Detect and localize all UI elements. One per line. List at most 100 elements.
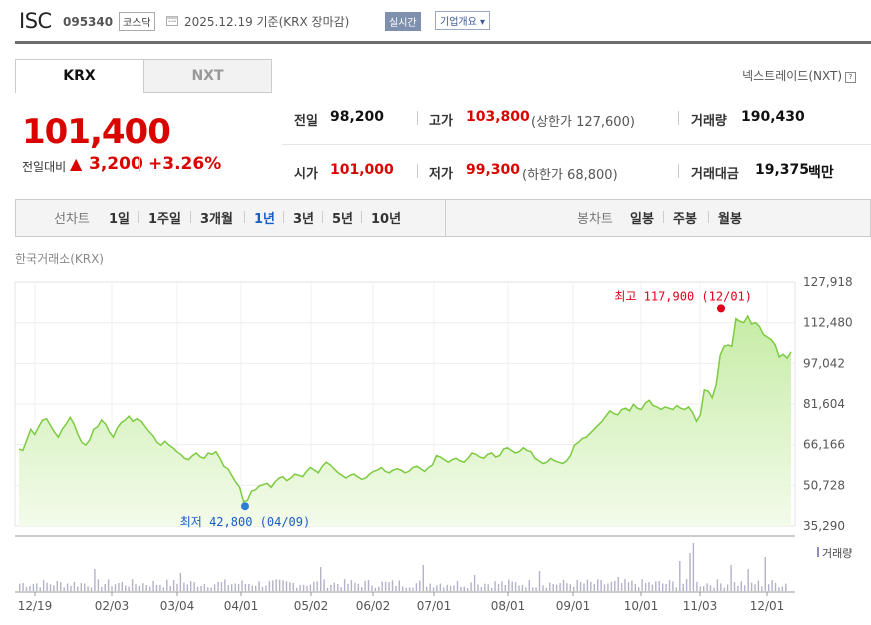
calendar-icon bbox=[166, 16, 178, 26]
volume-bar bbox=[337, 584, 339, 591]
period-3m[interactable]: 3개월 bbox=[200, 212, 233, 227]
volume-bar bbox=[685, 579, 688, 591]
volume-bar bbox=[114, 584, 117, 591]
price-chart: 127,918 112,480 97,042 81,604 66,166 50,728 35… bbox=[14, 275, 853, 613]
volume-bar bbox=[149, 586, 151, 591]
period-3y[interactable]: 3년 bbox=[293, 212, 315, 227]
volume-bar bbox=[559, 583, 561, 591]
volume-bar bbox=[535, 587, 537, 591]
volume-bar bbox=[36, 583, 38, 591]
period-sep bbox=[283, 211, 284, 223]
volume-bar bbox=[343, 579, 346, 591]
volume-label: 거래량 bbox=[691, 114, 727, 129]
volume-bar bbox=[569, 584, 571, 591]
volume-bar bbox=[39, 587, 41, 591]
stats-divider bbox=[282, 144, 871, 145]
tab-krx[interactable]: KRX bbox=[15, 59, 144, 93]
candle-monthly[interactable]: 월봉 bbox=[718, 212, 742, 227]
period-sep bbox=[708, 211, 709, 223]
annotations: 최고 117,900 (12/01) 최저 42,800 (04/09) bbox=[180, 289, 752, 529]
volume-bar bbox=[456, 580, 459, 591]
volume-bar bbox=[733, 582, 736, 591]
volume-bar bbox=[135, 584, 137, 591]
company-overview-button[interactable]: 기업개요 ▾ bbox=[435, 11, 490, 30]
low-value: 99,300 bbox=[466, 162, 521, 178]
volume-bar bbox=[627, 582, 630, 591]
realtime-button[interactable]: 실시간 bbox=[385, 12, 421, 31]
volume-bar bbox=[25, 587, 28, 591]
volume-bar bbox=[241, 580, 243, 591]
y-axis-ticks: 127,918 112,480 97,042 81,604 66,166 50,728 35… bbox=[803, 275, 853, 533]
volume-bar bbox=[436, 585, 438, 591]
line-chart-label: 선차트 bbox=[54, 212, 90, 227]
volume-bar bbox=[460, 586, 462, 591]
volume-bar bbox=[480, 587, 483, 591]
volume-bar bbox=[63, 587, 65, 591]
max-annotation: 최고 117,900 (12/01) bbox=[614, 289, 752, 303]
volume-bar bbox=[487, 584, 489, 591]
x-tick-label: 06/02 bbox=[356, 599, 391, 613]
volume-bar bbox=[162, 587, 164, 591]
volume-bar bbox=[77, 586, 79, 591]
volume-bar bbox=[740, 581, 742, 591]
volume-bar bbox=[689, 553, 691, 591]
date-text: 2025.12.19 기준(KRX 장마감) bbox=[184, 15, 350, 29]
price-line bbox=[18, 314, 792, 503]
volume-bar bbox=[600, 580, 602, 591]
volume-bar bbox=[545, 587, 548, 591]
period-1y[interactable]: 1년 bbox=[254, 212, 276, 227]
exchange-label: 한국거래소(KRX) bbox=[15, 252, 104, 266]
volume-bar bbox=[87, 586, 89, 591]
period-5y[interactable]: 5년 bbox=[332, 212, 354, 227]
company-name: ISC bbox=[19, 9, 52, 33]
stat-divider bbox=[678, 111, 679, 125]
max-point bbox=[717, 304, 725, 313]
volume-bar bbox=[118, 583, 120, 591]
volume-bar bbox=[528, 580, 530, 591]
volume-bar bbox=[706, 583, 708, 591]
nxt-link[interactable]: 넥스트레이드(NXT)? bbox=[742, 67, 856, 84]
nxt-link-label: 넥스트레이드(NXT) bbox=[742, 69, 842, 83]
candle-daily[interactable]: 일봉 bbox=[630, 212, 654, 227]
volume-bar bbox=[583, 583, 585, 591]
tab-nxt[interactable]: NXT bbox=[143, 59, 272, 93]
volume-bar bbox=[631, 580, 633, 591]
volume-bar bbox=[234, 583, 236, 591]
volume-bar bbox=[463, 586, 465, 591]
volume-bar bbox=[467, 588, 469, 591]
current-price: 101,400 bbox=[22, 112, 171, 152]
period-1d[interactable]: 1일 bbox=[109, 212, 131, 227]
volume-bar bbox=[203, 583, 206, 591]
volume-bar bbox=[429, 583, 431, 591]
volume-bar bbox=[107, 579, 110, 591]
volume-bar bbox=[391, 580, 394, 591]
volume-bar bbox=[265, 585, 267, 591]
x-tick-label: 11/03 bbox=[683, 599, 718, 613]
x-tick-label: 12/01 bbox=[750, 599, 785, 613]
volume-bar bbox=[703, 586, 705, 591]
volume-bar bbox=[364, 580, 366, 591]
volume-bar bbox=[672, 581, 674, 591]
prev-close-value: 98,200 bbox=[330, 109, 385, 125]
candle-weekly[interactable]: 주봉 bbox=[673, 212, 697, 227]
volume-bar bbox=[299, 585, 301, 591]
volume-bar bbox=[138, 585, 141, 591]
volume-bar bbox=[720, 583, 722, 591]
volume-bar bbox=[679, 561, 681, 591]
period-1w[interactable]: 1주일 bbox=[148, 212, 181, 227]
volume-bar bbox=[176, 583, 178, 591]
volume-bar bbox=[350, 580, 353, 591]
period-10y[interactable]: 10년 bbox=[371, 212, 402, 227]
volume-bar bbox=[774, 582, 777, 591]
volume-bar bbox=[354, 582, 356, 591]
volume-bar bbox=[470, 582, 472, 591]
period-sep bbox=[138, 211, 139, 223]
volume-bar bbox=[620, 583, 623, 591]
x-tick-label: 02/03 bbox=[95, 599, 130, 613]
volume-bar bbox=[111, 586, 113, 591]
volume-bar bbox=[248, 584, 250, 591]
volume-bar bbox=[237, 584, 240, 591]
lower-limit: (하한가 68,800) bbox=[522, 168, 618, 183]
x-tick-label: 04/01 bbox=[224, 599, 259, 613]
x-tick-label: 03/04 bbox=[160, 599, 195, 613]
